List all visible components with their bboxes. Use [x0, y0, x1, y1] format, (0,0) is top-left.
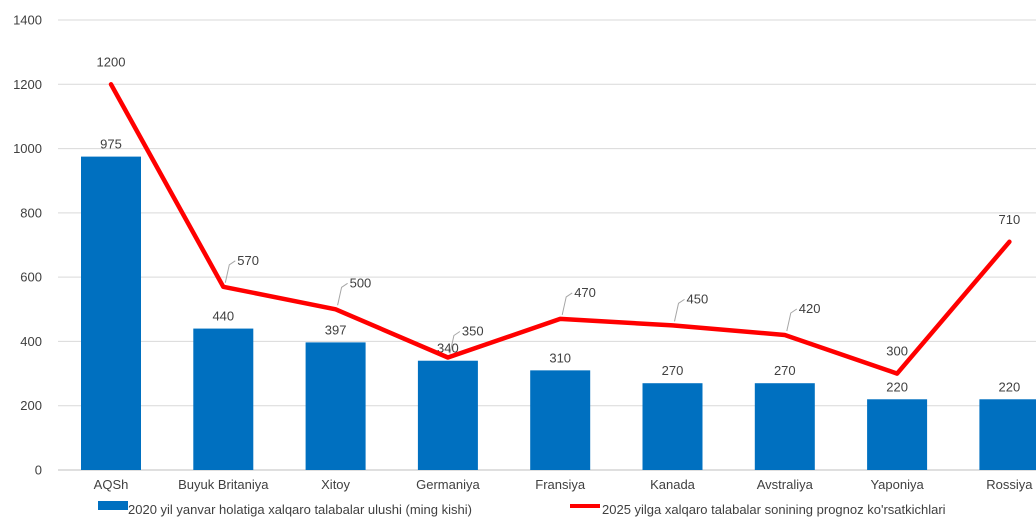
y-tick-label: 200	[20, 398, 42, 413]
line-data-label: 1200	[97, 54, 126, 69]
x-tick-label: Buyuk Britaniya	[178, 477, 269, 492]
y-tick-label: 1000	[13, 141, 42, 156]
y-tick-label: 1400	[13, 13, 42, 28]
legend-bar-label: 2020 yil yanvar holatiga xalqaro talabal…	[128, 502, 472, 517]
line-data-label: 420	[799, 301, 821, 316]
x-axis: AQSh Buyuk Britaniya Xitoy Germaniya Fransiy…	[94, 477, 1034, 492]
bar-data-label: 270	[662, 363, 684, 378]
line-point	[559, 317, 562, 320]
line-point	[783, 334, 786, 336]
line-series	[108, 82, 1012, 376]
x-tick-label: Rossiya	[986, 477, 1033, 492]
legend-line-label: 2025 yilga xalqaro talabalar sonining pr…	[602, 502, 946, 517]
line-data-label: 300	[886, 344, 908, 359]
line-point	[334, 308, 337, 311]
bar	[642, 383, 703, 470]
legend-bar-swatch	[98, 501, 128, 510]
y-tick-label: 400	[20, 334, 42, 349]
bar-data-label: 340	[437, 341, 459, 356]
bar	[417, 360, 478, 470]
x-tick-label: Yaponiya	[870, 477, 924, 492]
bar	[867, 399, 928, 470]
x-tick-label: Xitoy	[321, 477, 350, 492]
line-data-label: 350	[462, 324, 484, 339]
y-tick-label: 800	[20, 205, 42, 220]
line-point	[446, 356, 449, 359]
legend: 2020 yil yanvar holatiga xalqaro talabal…	[98, 501, 946, 517]
bar	[81, 156, 141, 470]
x-tick-label: AQSh	[94, 477, 129, 492]
bar-data-labels: 975 440 397 340 310 270 270 220 220	[100, 137, 1020, 395]
bar	[193, 328, 254, 470]
bar	[979, 399, 1036, 470]
line-point	[671, 324, 674, 327]
bar	[305, 342, 366, 470]
bar-data-label: 975	[100, 137, 122, 152]
leader-line	[561, 292, 573, 316]
x-tick-label: Kanada	[650, 477, 696, 492]
line-data-label: 450	[687, 291, 709, 306]
bar-data-label: 220	[999, 379, 1021, 394]
bar-data-label: 310	[549, 350, 571, 365]
leader-line	[337, 282, 348, 306]
x-tick-label: Germaniya	[416, 477, 480, 492]
y-axis: 0 200 400 600 800 1000 1200 1400	[13, 13, 42, 478]
line-data-labels: 1200 570 500 350 470 450 420 300 710	[97, 54, 1021, 358]
line-data-label: 710	[999, 212, 1021, 227]
line-point	[1008, 240, 1011, 243]
line-point	[896, 372, 899, 375]
bar-data-label: 397	[325, 322, 347, 337]
y-tick-label: 600	[20, 270, 42, 285]
bar	[754, 383, 815, 470]
leader-line	[224, 260, 236, 283]
line-point	[222, 285, 225, 288]
bar-series	[81, 156, 1036, 470]
line-data-label: 470	[574, 285, 596, 300]
x-tick-label: Fransiya	[535, 477, 586, 492]
bar	[530, 370, 591, 470]
y-tick-label: 1200	[13, 77, 42, 92]
line-data-label: 500	[350, 275, 372, 290]
bar-data-label: 440	[212, 309, 234, 324]
line-data-label: 570	[237, 253, 259, 268]
leader-line	[449, 331, 461, 354]
y-tick-label: 0	[35, 463, 42, 478]
leader-line	[674, 298, 685, 322]
leader-line	[786, 308, 798, 332]
line-point	[110, 83, 112, 86]
x-tick-label: Avstraliya	[757, 477, 814, 492]
bar-data-label: 270	[774, 363, 796, 378]
bar-data-label: 220	[886, 379, 908, 394]
